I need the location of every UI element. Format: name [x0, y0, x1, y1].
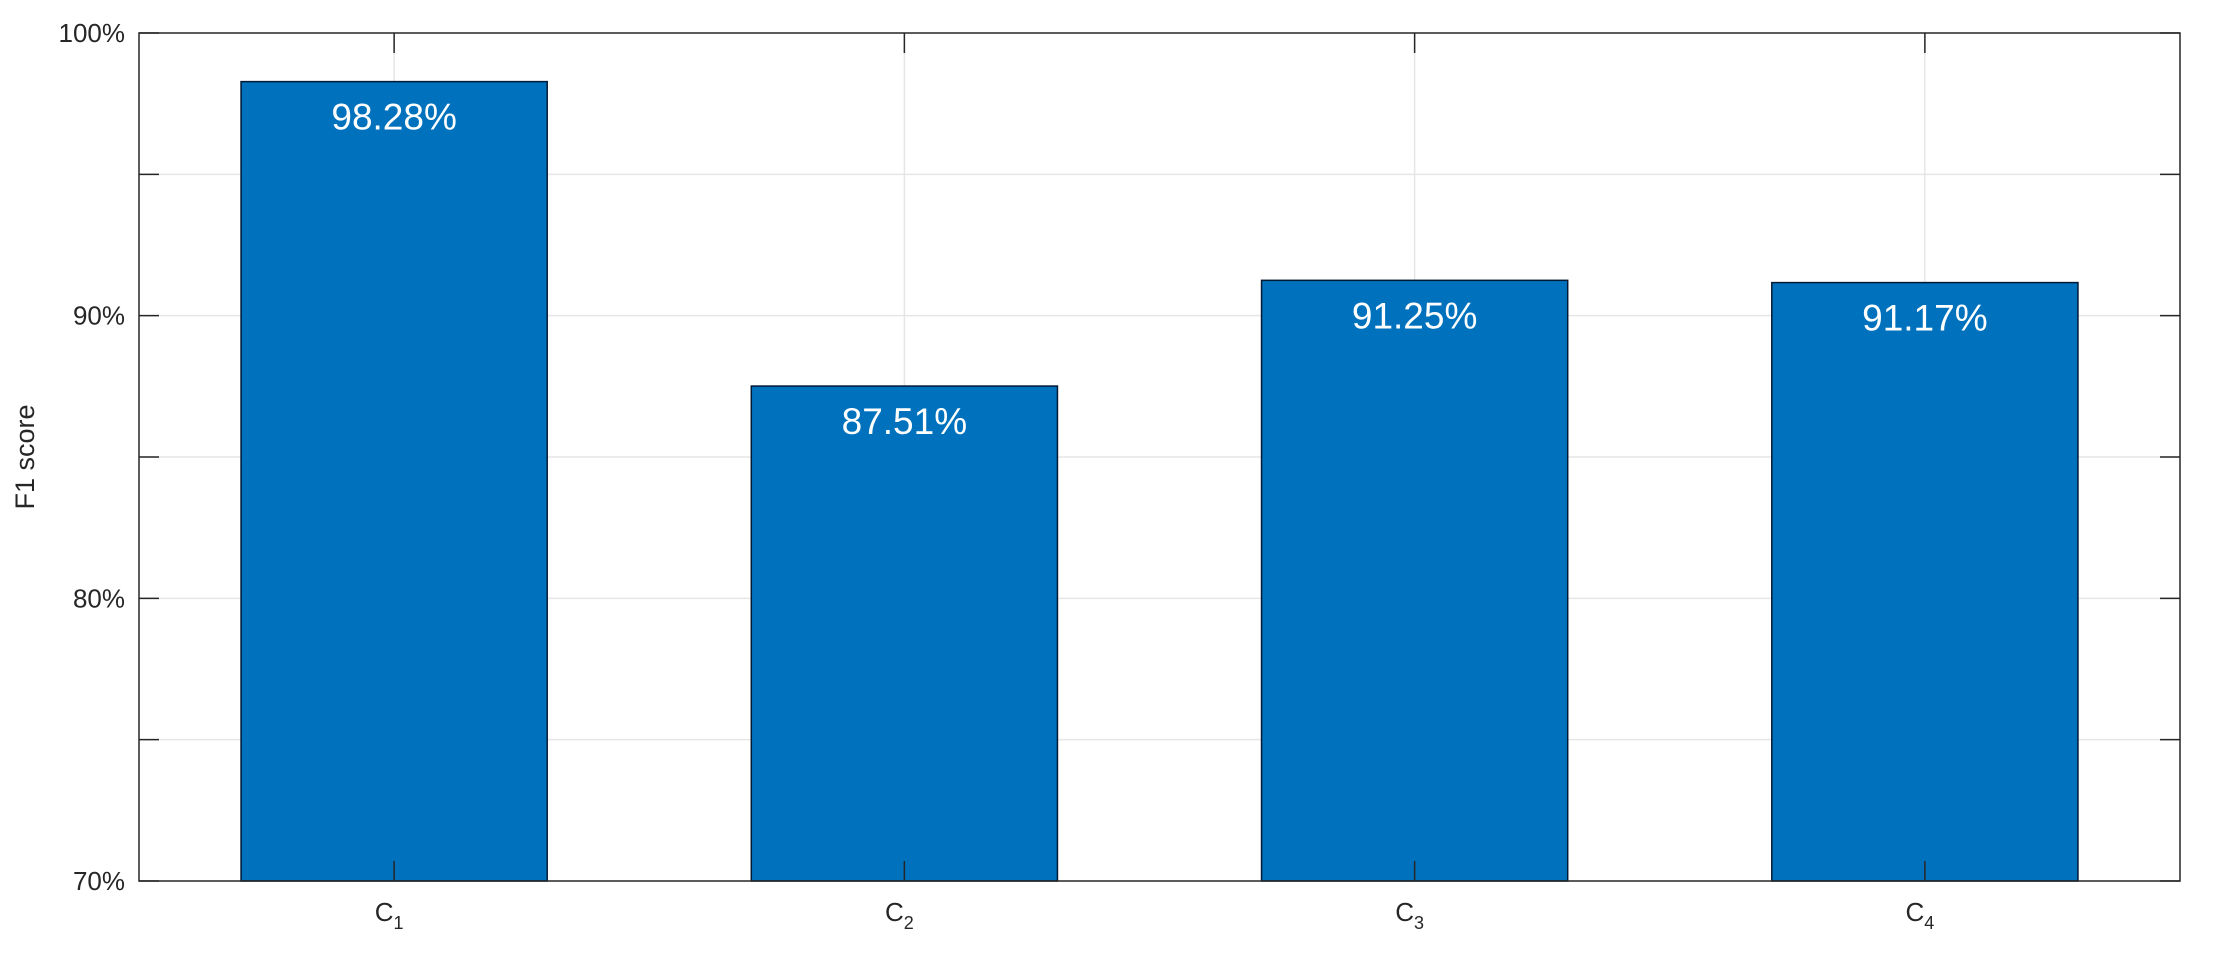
bar-C2: [750, 385, 1059, 882]
x-tick-label: C1: [375, 897, 404, 933]
y-axis-label: F1 score: [10, 404, 40, 509]
y-tick-label: 80%: [73, 583, 125, 613]
x-tick-label: C4: [1905, 897, 1934, 933]
axis-ticks: [139, 32, 2180, 882]
bar-value-label: 91.25%: [1352, 295, 1478, 336]
x-tick-label: C3: [1395, 897, 1424, 933]
y-tick-label: 70%: [73, 866, 125, 896]
bar-value-label: 98.28%: [331, 97, 457, 138]
bars: [240, 80, 2079, 882]
y-tick-label: 90%: [73, 301, 125, 331]
x-axis-tick-labels: C1 C2 C3 C4: [375, 897, 1935, 933]
bar-C1: [240, 80, 548, 882]
bar-C3: [1260, 279, 1569, 882]
bar-value-label: 87.51%: [842, 401, 968, 442]
y-tick-label: 100%: [59, 18, 126, 48]
y-axis-tick-labels: 70% 80% 90% 100%: [59, 18, 126, 896]
bar-value-label: 91.17%: [1862, 298, 1988, 339]
bar-value-labels: 98.28% 87.51% 91.25% 91.17%: [331, 97, 1987, 442]
bar-C4: [1771, 281, 2079, 882]
x-tick-label: C2: [885, 897, 914, 933]
